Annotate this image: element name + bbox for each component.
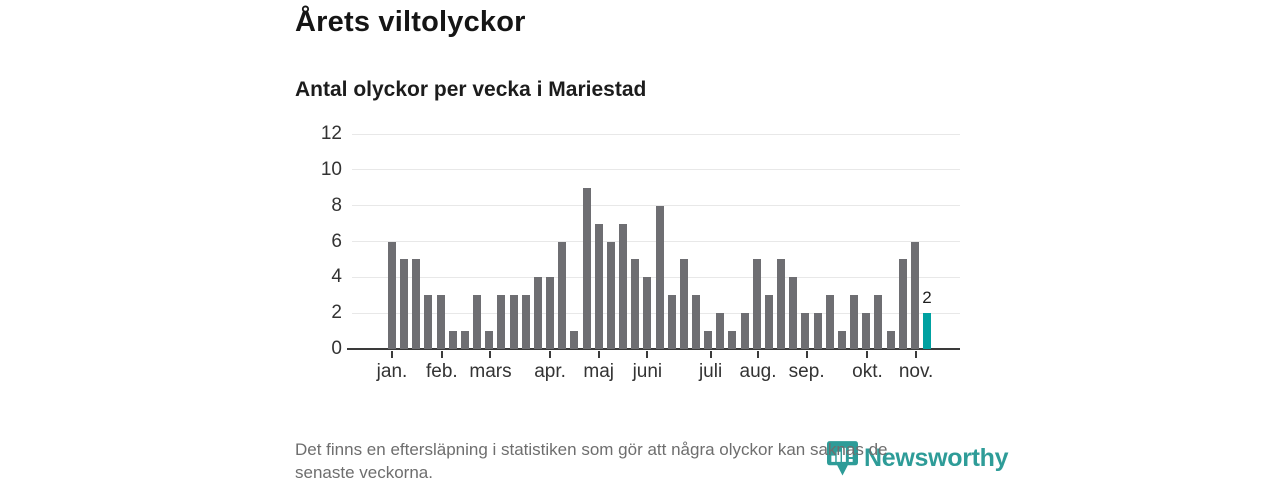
bar-week-2 [400,259,409,349]
x-axis-tick-maj [597,351,600,358]
bar-week-28 [716,313,725,349]
bar-week-39 [850,295,859,349]
bar-chart-plot-area: 0 2 4 6 8 10 12 2 jan. feb. mars apr. maj juni juli aug… [321,123,960,382]
footer-note: Det finns en eftersläpning i statistiken… [295,438,887,480]
bar-week-22 [643,277,652,349]
bar-week-10 [497,295,506,349]
x-axis-tick-juni [646,351,649,358]
bar-week-13 [533,277,542,349]
bar-week-18 [594,223,603,349]
bar-week-36 [813,313,822,349]
x-axis-tick-jan [391,351,393,358]
bar-week-5 [436,295,445,349]
y-axis-tick-label-10: 10 [320,158,342,180]
x-axis-month-label-juli: juli [698,361,723,382]
bar-week-35 [801,313,810,349]
bar-week-19 [606,241,615,349]
x-axis-tick-sep [805,351,808,358]
bar-week-40 [862,313,871,349]
x-axis-month-label-aug: aug. [739,361,777,382]
bar-week-37 [825,295,834,349]
bar-week-29 [728,331,737,349]
bar-week-24 [667,295,676,349]
x-axis-month-label-okt: okt. [852,361,883,382]
bar-week-23 [655,205,664,349]
chart-subtitle: Antal olyckor per vecka i Mariestad [295,78,647,101]
x-axis-tick-nov [915,351,918,358]
bar-week-31 [752,259,761,349]
bar-week-4 [424,295,433,349]
x-axis-tick-aug [757,351,760,358]
bar-week-9 [485,331,494,349]
bar-week-27 [704,331,713,349]
bar-week-43 [898,259,907,349]
x-axis-month-label-jan: jan. [376,361,408,382]
chart-title: Årets viltolyckor [295,6,526,38]
newsworthy-logo: Newsworthy [827,441,1009,476]
x-axis-month-label-nov: nov. [898,361,934,382]
bar-week-15 [558,241,567,349]
gridline-y-10 [352,169,960,171]
bar-week-41 [874,295,883,349]
bar-week-17 [582,187,591,349]
footer-note-line-1: Det finns en eftersläpning i statistiken… [295,440,888,459]
bar-week-42 [886,331,895,349]
x-axis-month-label-mars: mars [469,361,512,382]
x-axis-month-label-juni: juni [632,361,663,382]
bar-week-20 [619,223,628,349]
x-axis-tick-feb [440,351,443,358]
y-axis-tick-label-6: 6 [331,230,342,252]
highlight-bar-value-label: 2 [922,288,932,308]
bar-week-33 [777,259,786,349]
x-axis-month-label-sep: sep. [788,361,825,382]
bar-week-14 [546,277,555,349]
bar-week-26 [692,295,700,349]
bar-week-30 [740,313,749,349]
bar-week-34 [789,277,798,349]
y-axis-tick-label-8: 8 [331,194,342,216]
bar-week-12 [521,295,530,349]
bar-week-6 [448,331,457,349]
bar-week-44 [910,241,919,349]
footer-note-line-2: senaste veckorna. [295,463,433,480]
x-axis-month-label-feb: feb. [425,361,458,382]
x-axis-tick-juli [709,351,712,358]
newsworthy-marker-icon [827,441,858,476]
y-axis-tick-label-2: 2 [331,302,342,324]
x-axis-baseline [347,348,960,350]
bar-week-32 [764,295,773,349]
bar-week-25 [679,259,688,349]
y-axis-tick-label-0: 0 [331,338,342,359]
bar-week-1 [388,241,396,349]
bar-week-11 [509,295,518,349]
bar-week-3 [412,259,421,349]
bar-week-38 [837,331,846,349]
bar-week-16 [570,331,579,349]
x-axis-month-label-apr: apr. [534,361,566,382]
bar-week-21 [631,259,640,349]
gridline-y-12 [352,133,960,135]
y-axis-tick-label-4: 4 [331,266,342,288]
x-axis-month-label-maj: maj [583,361,615,382]
x-axis-tick-apr [549,351,552,358]
y-axis-tick-label-12: 12 [320,123,342,144]
x-axis-tick-mars [489,351,492,358]
bar-week-8 [473,295,482,349]
bar-week-7 [460,331,469,349]
newsworthy-logo-text: Newsworthy [864,444,1009,472]
x-axis-tick-okt [866,351,869,358]
bar-week-45 [923,313,932,349]
